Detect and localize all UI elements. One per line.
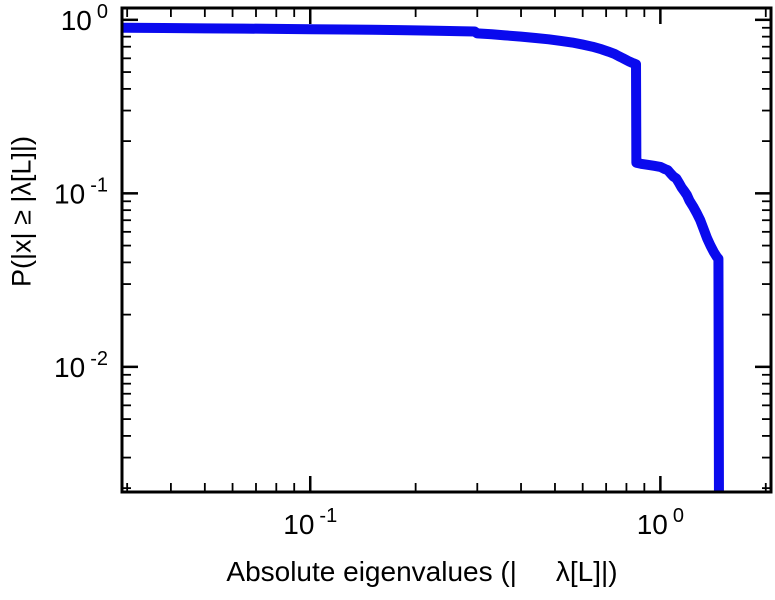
x-axis-title: Absolute eigenvalues (| λ[L]|) (226, 556, 618, 587)
y-tick-label: 10 -2 (54, 348, 108, 383)
x-tick-label: 10 -1 (283, 505, 337, 540)
y-tick-label: 10 -1 (54, 174, 108, 209)
plot-border (120, 6, 773, 494)
ccdf-curve (122, 22, 724, 492)
y-axis-title: P(|x| ≥ |λ[L]|) (6, 136, 37, 287)
x-tick-label: 10 0 (637, 505, 684, 540)
y-tick-label: 10 0 (61, 1, 108, 36)
